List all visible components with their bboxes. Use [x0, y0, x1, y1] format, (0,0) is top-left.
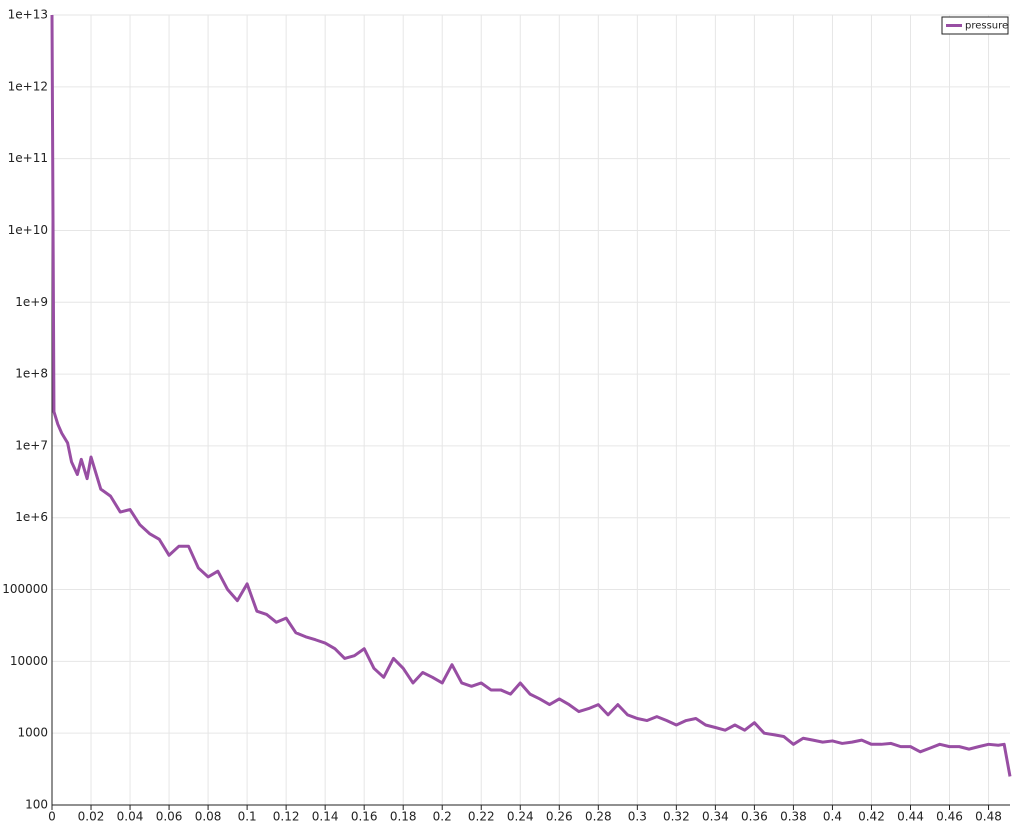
- x-tick-label: 0.24: [507, 810, 534, 824]
- legend-box: [941, 16, 1009, 35]
- y-tick-label: 1e+11: [8, 151, 48, 165]
- x-tick-label: 0: [48, 810, 56, 824]
- x-tick-label: 0.2: [433, 810, 452, 824]
- data-line: [50, 14, 1012, 777]
- y-tick-label: 1e+7: [15, 438, 48, 452]
- x-tick-label: 0.26: [546, 810, 573, 824]
- y-tick-label: 1e+9: [15, 295, 48, 309]
- x-tick-label: 0.1: [238, 810, 257, 824]
- x-tick-label: 0.3: [628, 810, 647, 824]
- x-tick-label: 0.04: [117, 810, 144, 824]
- y-tick-label: 10000: [10, 654, 48, 668]
- x-tick-label: 0.38: [780, 810, 807, 824]
- x-tick-label: 0.4: [823, 810, 842, 824]
- y-tick-label: 1e+8: [15, 367, 48, 381]
- x-tick-label: 0.34: [702, 810, 729, 824]
- x-tick-label: 0.46: [936, 810, 963, 824]
- x-tick-label: 0.02: [78, 810, 105, 824]
- x-tick-label: 0.28: [585, 810, 612, 824]
- x-tick-label: 0.18: [390, 810, 417, 824]
- x-tick-label: 0.16: [351, 810, 378, 824]
- x-tick-label: 0.36: [741, 810, 768, 824]
- x-tick-label: 0.08: [195, 810, 222, 824]
- x-tick-label: 0.44: [897, 810, 924, 824]
- x-tick-label: 0.22: [468, 810, 495, 824]
- y-tick-label: 1e+6: [15, 510, 48, 524]
- x-tick-label: 0.12: [273, 810, 300, 824]
- y-tick-label: 1e+12: [8, 79, 48, 93]
- y-tick-label: 1e+13: [8, 8, 48, 22]
- x-tick-label: 0.14: [312, 810, 339, 824]
- y-tick-label: 1000: [17, 726, 48, 740]
- y-tick-label: 100: [25, 798, 48, 812]
- x-tick-label: 0.06: [156, 810, 183, 824]
- x-tick-label: 0.48: [975, 810, 1002, 824]
- legend-label: pressure: [965, 21, 1008, 32]
- y-tick-label: 100000: [2, 582, 48, 596]
- y-tick-label: 1e+10: [8, 223, 48, 237]
- x-tick-label: 0.42: [858, 810, 885, 824]
- x-tick-label: 0.32: [663, 810, 690, 824]
